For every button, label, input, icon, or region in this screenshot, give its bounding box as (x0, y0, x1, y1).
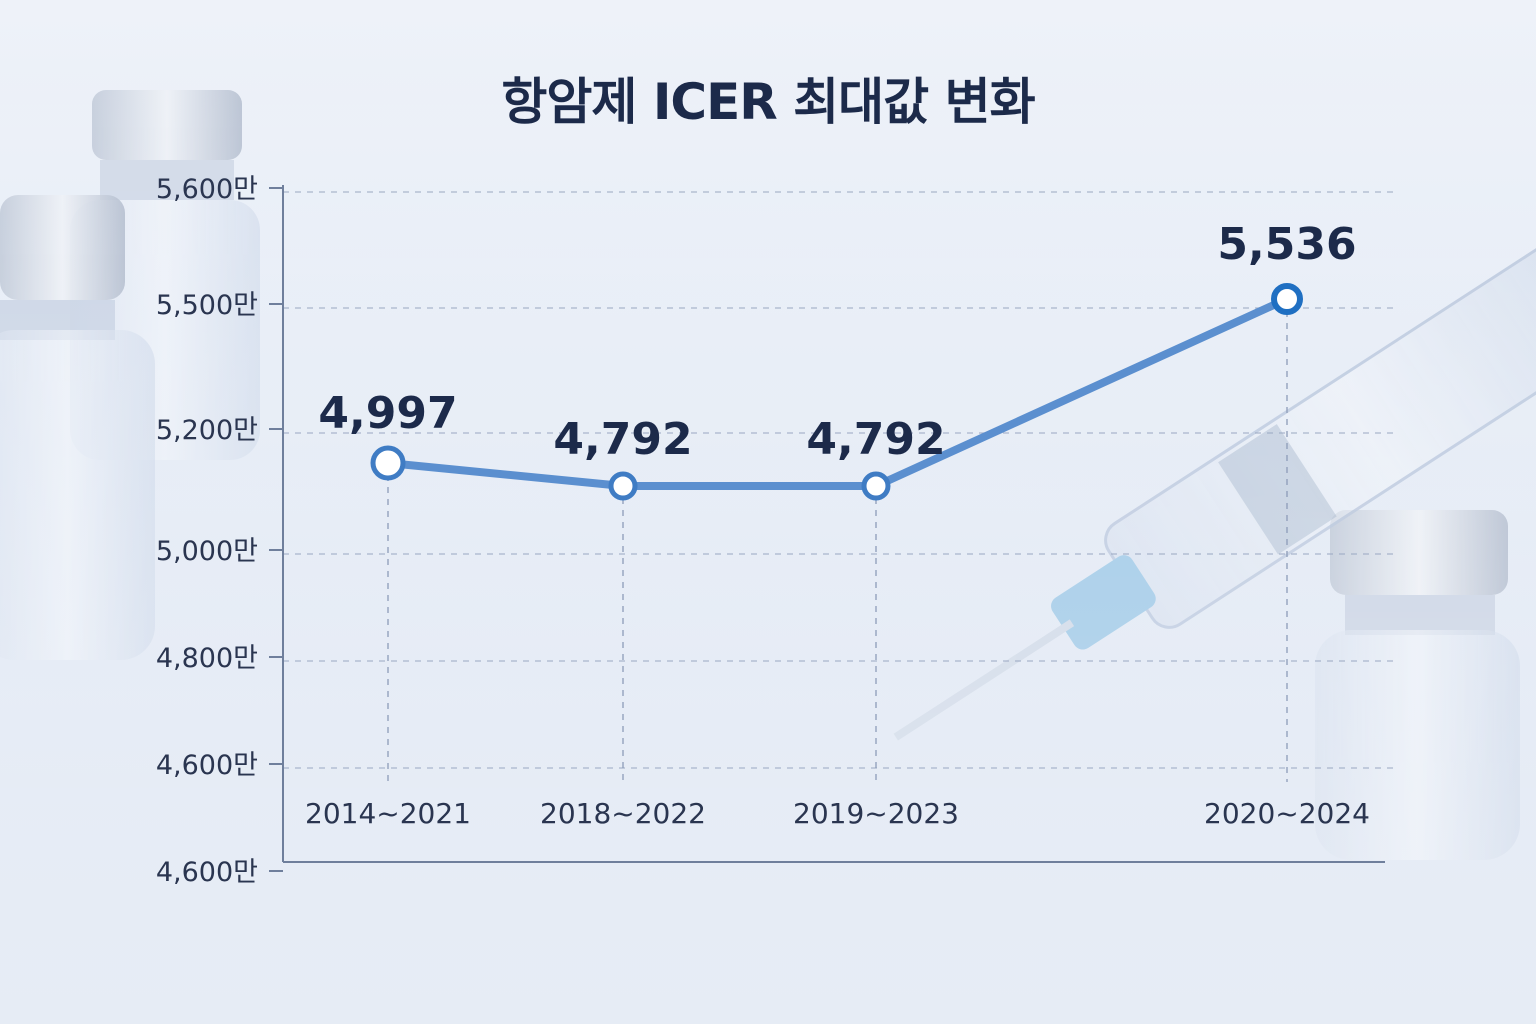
y-tick-label: 4,600만 (156, 857, 258, 888)
data-point (370, 445, 406, 481)
data-label: 4,792 (806, 414, 945, 465)
data-point (608, 471, 638, 501)
data-point (861, 471, 891, 501)
x-tick-label: 2014~2021 (305, 797, 471, 830)
data-label: 4,792 (553, 414, 692, 465)
x-tick-label: 2018~2022 (540, 797, 706, 830)
y-tick-label: 5,000만 (156, 536, 258, 567)
series-line (384, 295, 1291, 490)
data-point (1271, 283, 1303, 315)
y-tick-label: 4,600만 (156, 750, 258, 781)
y-tick-label: 5,600만 (156, 174, 258, 205)
data-label: 5,536 (1217, 219, 1356, 270)
data-label: 4,997 (318, 388, 457, 439)
chart-title: 항암제 ICER 최대값 변화 (501, 73, 1035, 131)
x-tick-label: 2019~2023 (793, 797, 959, 830)
x-tick-label: 2020~2024 (1204, 797, 1370, 830)
y-tick-label: 4,800만 (156, 643, 258, 674)
y-tick-label: 5,200만 (156, 415, 258, 446)
y-tick-label: 5,500만 (156, 290, 258, 321)
